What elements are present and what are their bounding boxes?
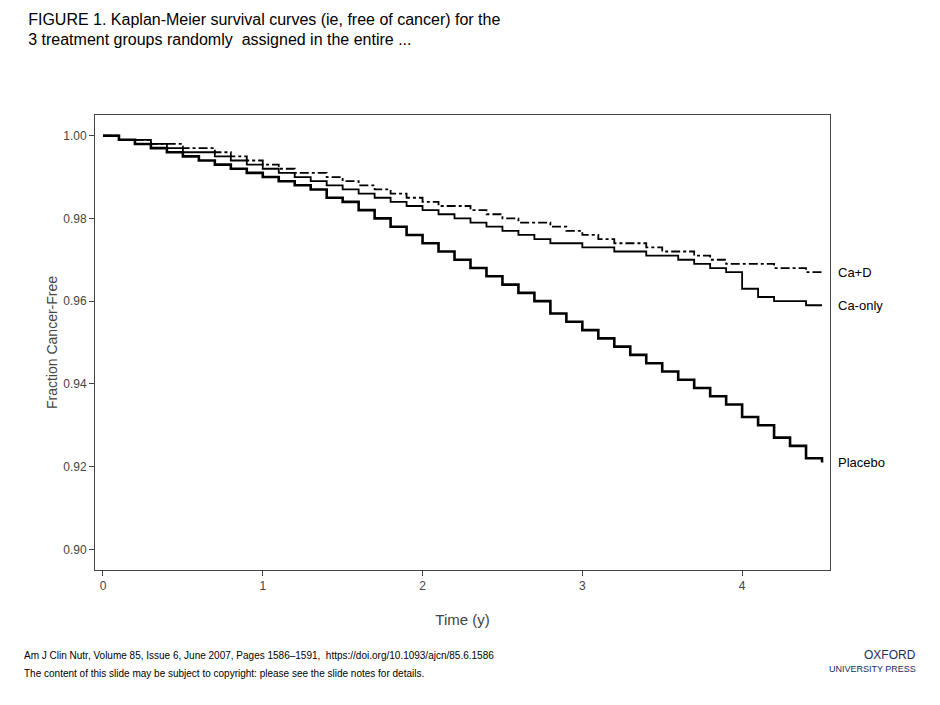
svg-text:3: 3 xyxy=(579,579,586,593)
svg-text:The content of this slide may: The content of this slide may be subject… xyxy=(24,668,424,679)
svg-text:FIGURE 1. Kaplan-Meier surviva: FIGURE 1. Kaplan-Meier survival curves (… xyxy=(28,11,500,49)
svg-text:Placebo: Placebo xyxy=(838,455,885,470)
svg-text:UNIVERSITY PRESS: UNIVERSITY PRESS xyxy=(829,664,916,674)
svg-text:Ca+D: Ca+D xyxy=(838,265,872,280)
svg-text:Am J Clin Nutr, Volume 85, Iss: Am J Clin Nutr, Volume 85, Issue 6, June… xyxy=(24,650,494,661)
svg-text:1: 1 xyxy=(259,579,266,593)
svg-text:Ca-only: Ca-only xyxy=(838,298,883,313)
svg-text:OXFORD: OXFORD xyxy=(864,648,916,662)
svg-text:1.00: 1.00 xyxy=(63,129,87,143)
svg-text:0.98: 0.98 xyxy=(63,212,87,226)
svg-text:0.92: 0.92 xyxy=(63,460,87,474)
svg-text:2: 2 xyxy=(419,579,426,593)
svg-text:0.96: 0.96 xyxy=(63,294,87,308)
svg-text:0: 0 xyxy=(100,579,107,593)
svg-text:0.90: 0.90 xyxy=(63,543,87,557)
svg-text:0.94: 0.94 xyxy=(63,377,87,391)
svg-text:4: 4 xyxy=(739,579,746,593)
svg-text:Time (y): Time (y) xyxy=(435,611,489,628)
svg-text:Fraction Cancer-Free: Fraction Cancer-Free xyxy=(44,276,60,409)
